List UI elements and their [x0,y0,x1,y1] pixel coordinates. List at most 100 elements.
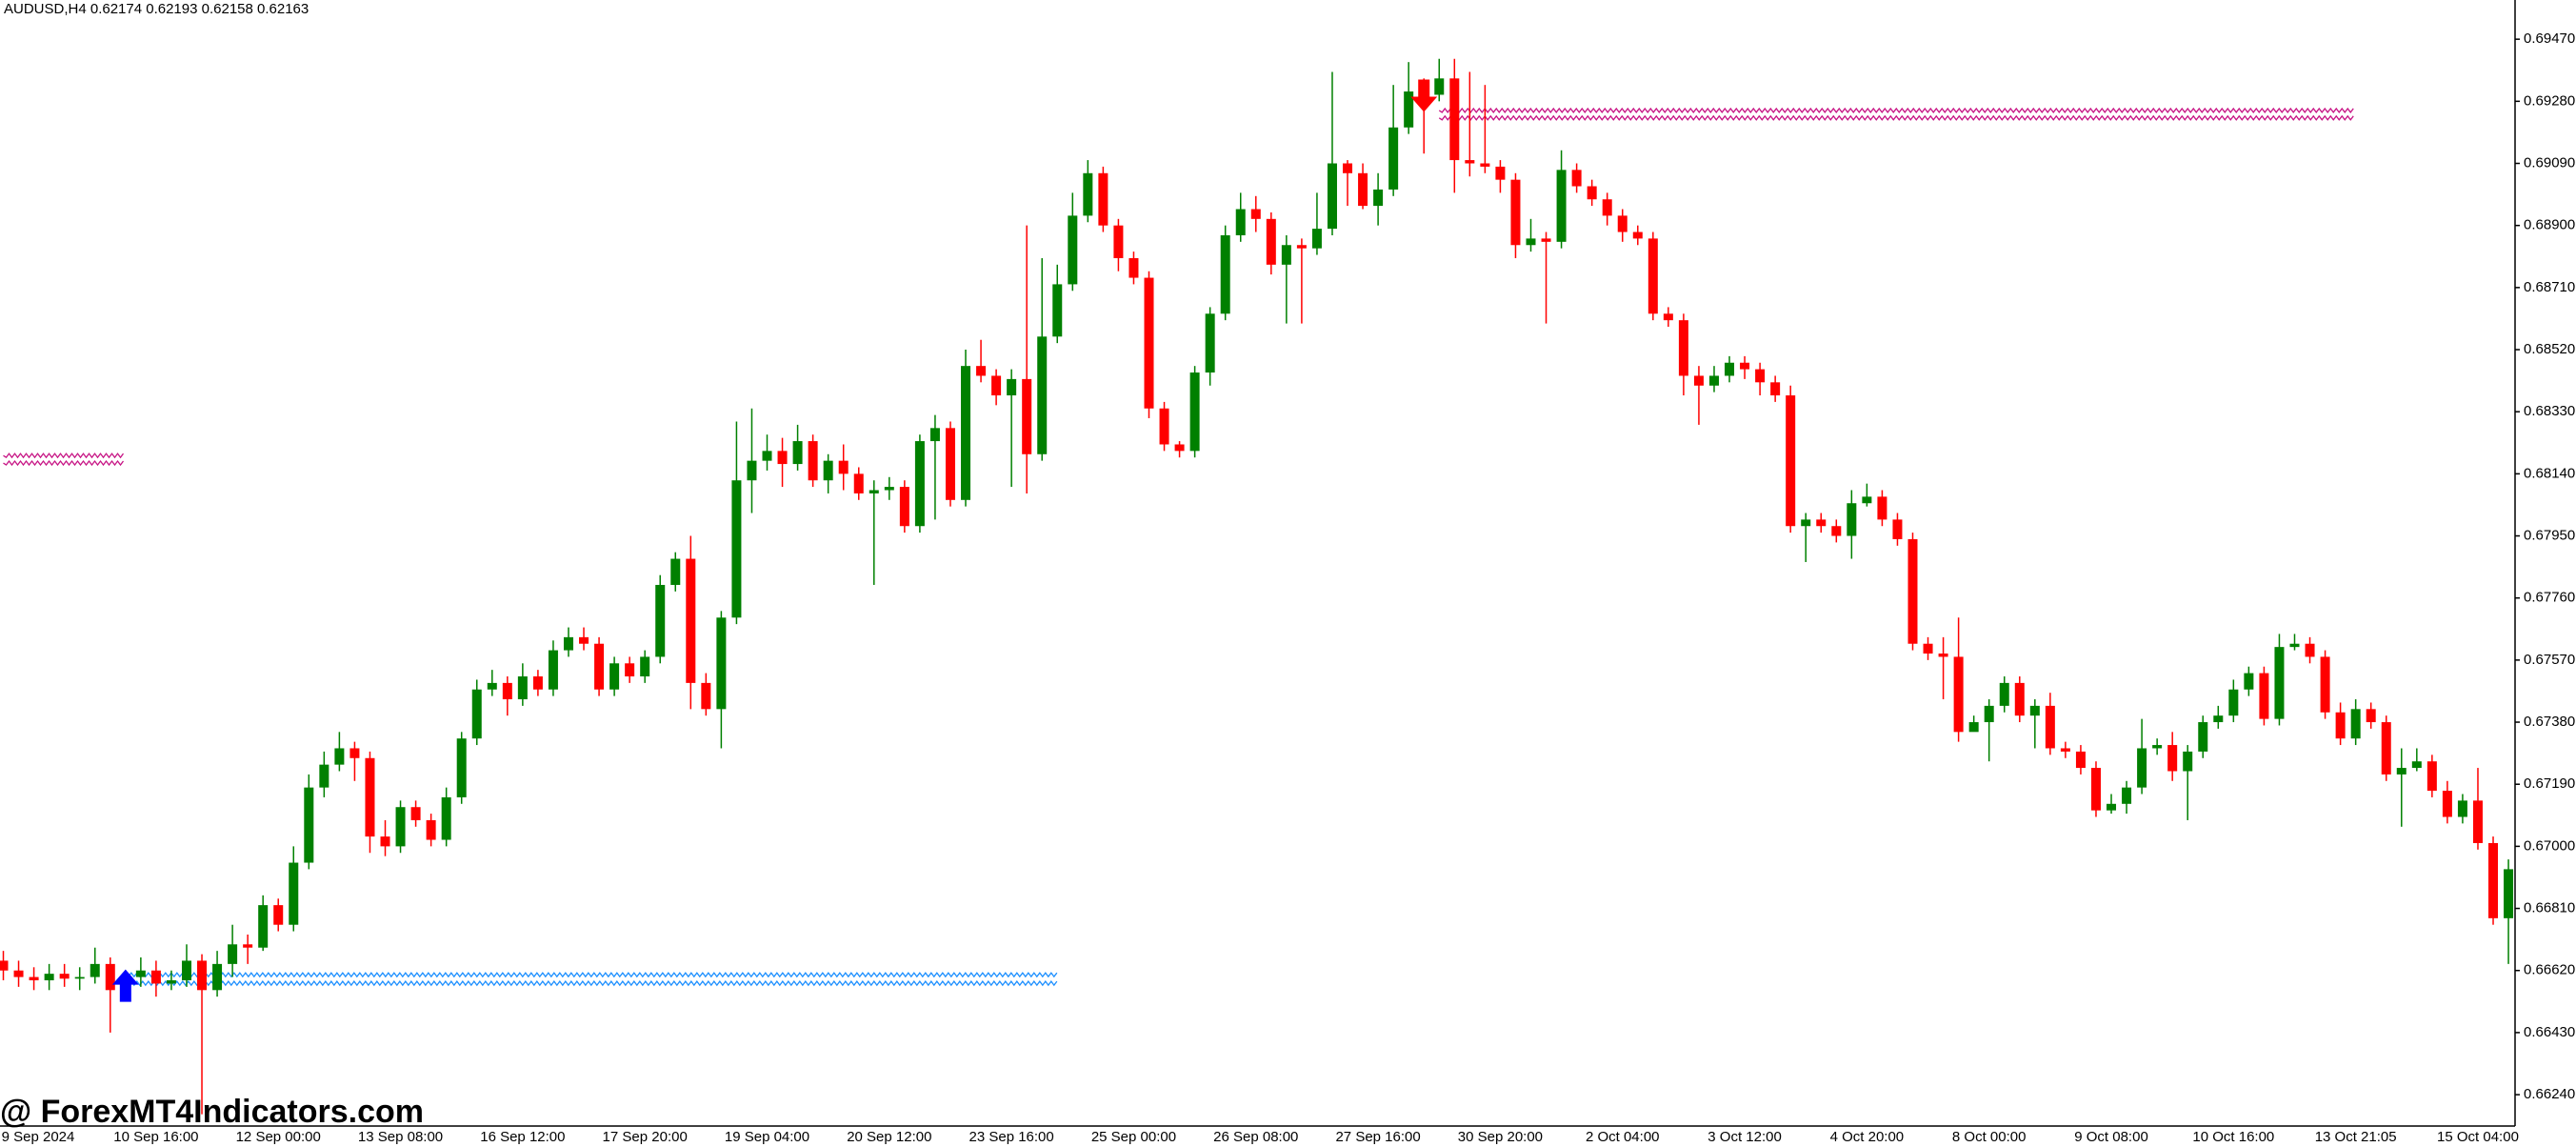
candle-body [532,676,543,690]
candle-body [380,836,390,847]
candle-body [1388,127,1399,190]
candle-body [1358,172,1368,207]
y-tick-label: 0.69280 [2524,92,2575,109]
candle-body [1449,78,1460,161]
x-tick-label: 9 Sep 2024 [2,1129,75,1145]
candle-body [1068,215,1078,285]
candle-body [731,480,742,618]
candle-body [2396,768,2406,775]
candle-body [1953,656,1964,733]
x-tick-label: 30 Sep 20:00 [1458,1129,1543,1145]
candle-body [1098,172,1108,226]
candle-body [13,970,24,977]
candle-body [914,441,925,527]
candle-body [1816,519,1827,527]
candle-body [502,682,512,700]
candle-body [1281,245,1291,265]
candle-body [701,682,711,710]
candle-body [1128,257,1139,278]
x-tick-label: 4 Oct 20:00 [1830,1129,1905,1145]
candle-body [59,974,70,979]
candle-body [273,905,284,925]
y-tick-label: 0.68520 [2524,341,2575,357]
candle-body [762,451,772,461]
x-tick-label: 10 Oct 16:00 [2192,1129,2274,1145]
x-tick-label: 3 Oct 12:00 [1707,1129,1782,1145]
candle-body [792,441,803,465]
candle-body [945,428,955,500]
candle-body [471,689,482,739]
x-tick-label: 9 Oct 08:00 [2074,1129,2148,1145]
y-tick-label: 0.68330 [2524,403,2575,419]
y-tick-label: 0.66810 [2524,900,2575,916]
candle-body [2137,748,2147,788]
candle-body [1022,378,1032,454]
x-tick-label: 17 Sep 20:00 [603,1129,688,1145]
y-tick-label: 0.68140 [2524,465,2575,481]
buy-arrow [111,969,139,1002]
x-tick-label: 2 Oct 04:00 [1586,1129,1660,1145]
x-tick-label: 20 Sep 12:00 [847,1129,931,1145]
candle-body [1541,238,1551,242]
y-tick-label: 0.67190 [2524,775,2575,792]
level-zone [1438,114,2354,121]
candle-body [929,428,940,442]
candle-body [716,617,727,710]
candle-body [777,451,788,465]
candle-body [2198,722,2208,752]
y-tick-label: 0.68710 [2524,279,2575,295]
candle-body [563,636,573,651]
candle-body [747,460,757,481]
candle-body [1678,320,1688,376]
candle-body [2183,751,2193,772]
candle-body [74,976,85,979]
candle-body [2320,656,2330,713]
candle-body [625,663,635,677]
candle-body [29,976,39,981]
candle-body [2075,751,2086,769]
candle-body [1907,538,1918,644]
candle-body [2029,705,2040,716]
candle-body [197,960,208,991]
level-zone [125,980,1058,987]
candle-body [2305,643,2315,657]
candle-body [2060,748,2070,752]
sell-arrow [1410,79,1438,112]
y-tick-label: 0.66430 [2524,1024,2575,1040]
x-tick-label: 12 Sep 00:00 [236,1129,321,1145]
candle-body [655,584,666,657]
candle-body [135,970,146,977]
candle-body [1343,163,1353,173]
candle-body [1556,170,1567,242]
candle-body [1434,78,1445,95]
candle-body [1984,705,1994,723]
candle-body [1663,313,1673,321]
candle-body [2381,722,2391,775]
candle-body [2045,705,2055,749]
candle-body [1831,526,1842,536]
candle-body [899,487,909,527]
candle-body [548,650,558,690]
candle-body [686,558,696,683]
candle-body [349,748,360,758]
y-tick-label: 0.67570 [2524,652,2575,668]
candle-body [319,764,329,788]
y-tick-label: 0.67000 [2524,837,2575,854]
candle-body [2228,689,2239,716]
candle-body [1250,209,1261,219]
candle-body [1725,362,1735,376]
candle-body [1693,375,1704,386]
candle-body [1311,229,1322,249]
candle-body [609,663,620,690]
candle-body [487,682,497,690]
candle-body [2457,800,2467,817]
candle-body [1083,172,1093,216]
x-tick-label: 13 Oct 21:05 [2315,1129,2397,1145]
candle-body [1999,682,2009,706]
candle-body [1113,225,1124,258]
x-tick-label: 16 Sep 12:00 [480,1129,565,1145]
watermark: @ ForexMT4Indicators.com [0,1094,424,1130]
candle-body [884,487,894,491]
candle-body [1740,362,1750,370]
